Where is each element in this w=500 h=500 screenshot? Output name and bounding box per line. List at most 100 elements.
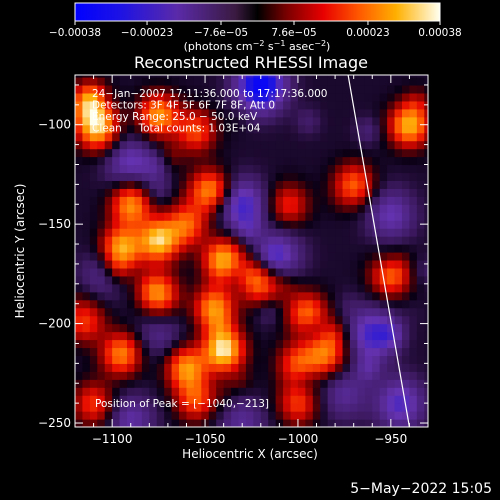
- heatmap-cell: [171, 339, 180, 349]
- heatmap-cell: [387, 180, 396, 189]
- heatmap-cell: [342, 244, 351, 253]
- heatmap-cell: [119, 387, 128, 396]
- heatmap-cell: [297, 124, 306, 134]
- heatmap-cell: [134, 204, 143, 213]
- heatmap-cell: [320, 347, 329, 356]
- heatmap-cell: [312, 331, 321, 341]
- heatmap-cell: [119, 220, 128, 229]
- heatmap-cell: [305, 371, 314, 380]
- heatmap-cell: [201, 196, 210, 205]
- heatmap-cell: [89, 307, 98, 317]
- heatmap-cell: [127, 204, 136, 213]
- heatmap-cell: [156, 395, 165, 404]
- heatmap-cell: [134, 331, 143, 341]
- heatmap-cell: [342, 251, 351, 261]
- heatmap-cell: [327, 140, 336, 150]
- heatmap-cell: [297, 132, 306, 142]
- heatmap-cell: [112, 228, 121, 237]
- heatmap-cell: [305, 331, 314, 341]
- heatmap-cell: [364, 363, 373, 372]
- heatmap-cell: [283, 244, 292, 253]
- heatmap-cell: [394, 92, 403, 102]
- heatmap-cell: [424, 228, 428, 237]
- heatmap-cell: [216, 236, 225, 245]
- heatmap-cell: [401, 347, 411, 356]
- heatmap-cell: [297, 315, 306, 325]
- heatmap-cell: [216, 307, 225, 317]
- heatmap-cell: [112, 259, 121, 269]
- heatmap-cell: [119, 395, 128, 404]
- heatmap-cell: [134, 355, 143, 364]
- heatmap-cell: [82, 236, 91, 245]
- heatmap-cell: [238, 251, 247, 261]
- heatmap-cell: [201, 339, 210, 349]
- heatmap-cell: [342, 411, 351, 420]
- heatmap-cell: [283, 395, 292, 404]
- heatmap-cell: [149, 236, 158, 245]
- heatmap-cell: [171, 180, 180, 189]
- heatmap-cell: [320, 140, 329, 150]
- heatmap-cell: [364, 403, 373, 412]
- heatmap-cell: [179, 339, 188, 349]
- heatmap-cell: [89, 387, 98, 396]
- colorbar-tick-label: 0.00038: [418, 27, 461, 39]
- heatmap-cell: [290, 140, 299, 150]
- heatmap-cell: [283, 140, 292, 150]
- heatmap-cell: [260, 411, 269, 420]
- heatmap-cell: [416, 124, 425, 134]
- heatmap-cell: [364, 275, 373, 285]
- heatmap-cell: [149, 148, 158, 158]
- heatmap-cell: [290, 299, 299, 309]
- heatmap-cell: [186, 188, 195, 197]
- heatmap-cell: [357, 379, 366, 388]
- heatmap-cell: [364, 339, 373, 349]
- heatmap-cell: [186, 140, 195, 150]
- heatmap-cell: [394, 140, 403, 150]
- heatmap-cell: [119, 204, 128, 213]
- heatmap-cell: [342, 92, 351, 102]
- heatmap-cell: [409, 331, 418, 341]
- heatmap-cell: [320, 220, 329, 229]
- heatmap-cell: [297, 339, 306, 349]
- heatmap-cell: [283, 204, 292, 213]
- heatmap-cell: [216, 251, 225, 261]
- heatmap-cell: [238, 291, 247, 301]
- heatmap-cell: [119, 164, 128, 174]
- heatmap-cell: [171, 307, 180, 317]
- heatmap-cell: [127, 259, 136, 269]
- heatmap-cell: [312, 92, 321, 102]
- heatmap-cell: [245, 228, 254, 237]
- heatmap-cell: [231, 307, 240, 317]
- heatmap-cell: [134, 116, 143, 126]
- heatmap-cell: [342, 403, 351, 412]
- heatmap-cell: [223, 259, 232, 269]
- heatmap-cell: [275, 275, 284, 285]
- heatmap-cell: [305, 395, 314, 404]
- heatmap-cell: [335, 100, 344, 110]
- heatmap-cell: [349, 363, 358, 372]
- heatmap-cell: [424, 283, 428, 293]
- heatmap-cell: [156, 267, 165, 277]
- heatmap-cell: [401, 299, 411, 309]
- heatmap-cell: [342, 84, 351, 94]
- heatmap-cell: [268, 124, 277, 134]
- heatmap-cell: [357, 307, 366, 317]
- heatmap-cell: [216, 220, 225, 229]
- heatmap-cell: [186, 347, 195, 356]
- heatmap-cell: [327, 323, 336, 333]
- heatmap-cell: [201, 307, 210, 317]
- heatmap-cell: [268, 379, 277, 388]
- heatmap-cell: [156, 212, 165, 221]
- heatmap-cell: [372, 220, 381, 229]
- heatmap-cell: [305, 307, 314, 317]
- heatmap-cell: [179, 259, 188, 269]
- heatmap-cell: [283, 411, 292, 420]
- heatmap-cell: [335, 307, 344, 317]
- heatmap-cell: [171, 315, 180, 325]
- heatmap-cell: [75, 315, 84, 325]
- heatmap-cell: [349, 140, 358, 150]
- heatmap-cell: [372, 267, 381, 277]
- heatmap-cell: [297, 76, 306, 86]
- heatmap-cell: [401, 92, 411, 102]
- heatmap-cell: [104, 188, 113, 197]
